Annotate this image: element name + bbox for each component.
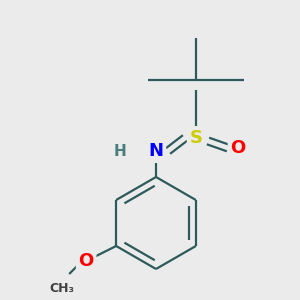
Text: O: O [230, 139, 246, 157]
Text: H: H [114, 143, 126, 158]
Text: S: S [190, 129, 202, 147]
Text: N: N [148, 142, 164, 160]
Text: O: O [79, 252, 94, 270]
Text: CH₃: CH₃ [50, 283, 75, 296]
